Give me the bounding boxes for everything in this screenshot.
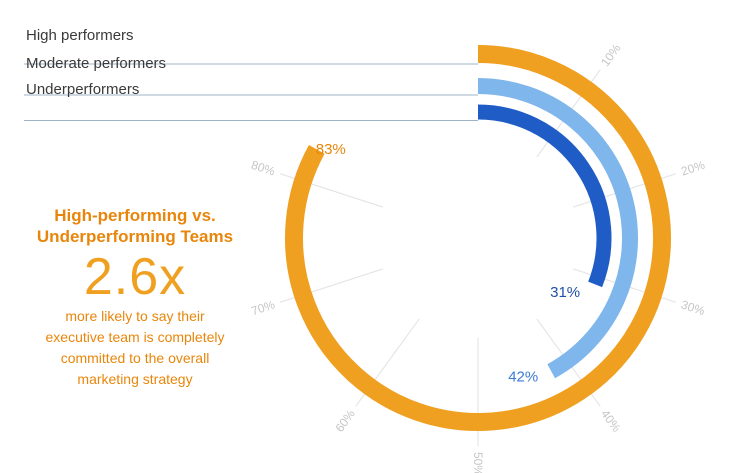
callout-multiplier: 2.6x (83, 248, 187, 306)
arc-underperformers (477, 104, 612, 288)
callout: High-performing vs. Underperforming Team… (10, 205, 260, 389)
callout-title-line2: Underperforming Teams (36, 227, 234, 246)
tick-label-20: 20% (679, 158, 706, 179)
tick-label-40: 40% (598, 407, 624, 435)
callout-body-line4: marketing strategy (77, 371, 193, 387)
callout-body-line1: more likely to say their (65, 308, 205, 324)
value-label-0: 83% (316, 141, 346, 158)
tick-label-50: 50% (471, 452, 485, 473)
callout-body-line3: committed to the overall (60, 350, 210, 366)
legend-label-0: High performers (26, 27, 134, 44)
arc-moderate-performers (477, 78, 638, 379)
value-label-1: 42% (508, 369, 538, 386)
arc-high-performers (285, 45, 671, 431)
callout-body-line2: executive team is completely (45, 329, 225, 345)
legend-label-2: Underperformers (26, 81, 139, 98)
tick-label-30: 30% (679, 297, 706, 318)
legend-label-1: Moderate performers (26, 55, 166, 72)
tick-label-10: 10% (598, 41, 624, 69)
tick-label-80: 80% (249, 158, 276, 179)
callout-title-line1: High-performing vs. (54, 206, 216, 225)
value-label-2: 31% (550, 284, 580, 301)
tick-label-60: 60% (332, 407, 358, 435)
